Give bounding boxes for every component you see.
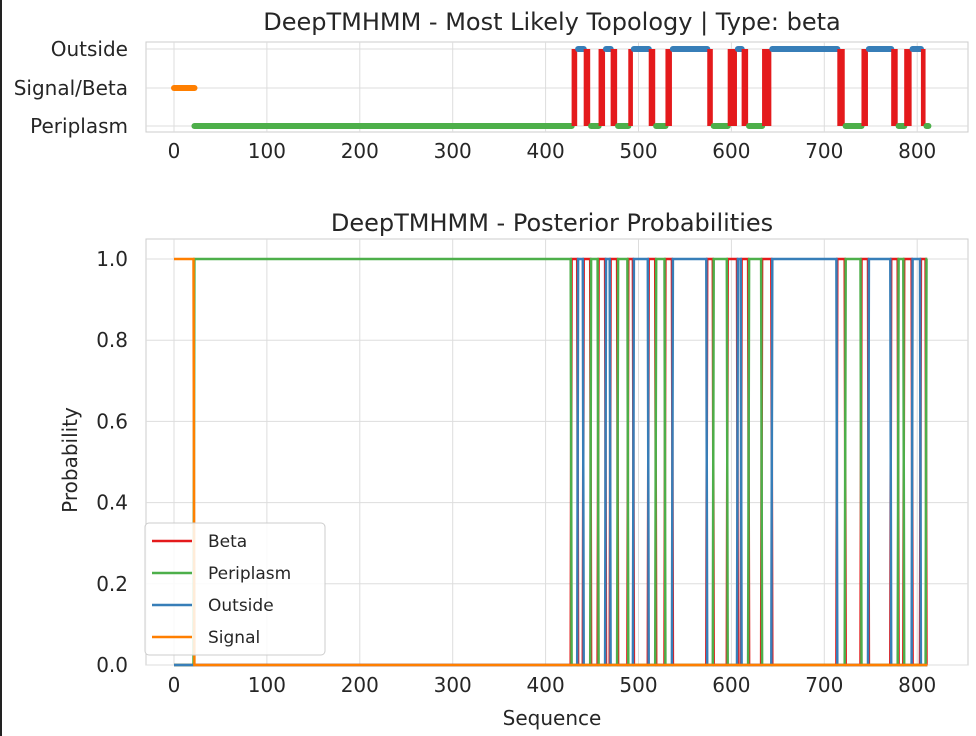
- y-tick-label: Periplasm: [30, 114, 128, 138]
- x-tick-label: 700: [805, 673, 843, 697]
- x-tick-label: 400: [527, 673, 565, 697]
- beta-strand-segment: [762, 49, 772, 126]
- x-tick-label: 0: [168, 139, 181, 163]
- beta-strand-segment: [727, 49, 737, 126]
- beta-strand-segment: [628, 49, 633, 126]
- legend-label-periplasm: Periplasm: [208, 564, 291, 584]
- y-tick-label: 0.4: [96, 491, 128, 515]
- beta-strand-segment: [571, 49, 578, 126]
- y-tick-label: 0.2: [96, 572, 128, 596]
- y-tick-label: 0.6: [96, 409, 128, 433]
- x-tick-label: 300: [434, 673, 472, 697]
- x-tick-label: 400: [527, 139, 565, 163]
- y-axis-label: Probability: [58, 407, 82, 513]
- legend: Beta Periplasm Outside Signal: [144, 522, 326, 656]
- beta-strand-segment: [741, 49, 749, 126]
- topology-axes: 0 100 200 300 400 500 600 700 800 Outside Signal/B…: [14, 37, 969, 163]
- x-tick-label: 800: [898, 673, 936, 697]
- x-tick-label: 600: [712, 139, 750, 163]
- x-tick-label: 700: [805, 139, 843, 163]
- beta-strand-segment: [707, 49, 713, 126]
- legend-box: [144, 522, 326, 656]
- topology-title: DeepTMHMM - Most Likely Topology | Type:…: [263, 8, 841, 36]
- beta-strand-segment: [861, 49, 868, 126]
- plot-area: [145, 41, 969, 133]
- x-tick-label: 100: [248, 139, 286, 163]
- x-tick-label: 0: [168, 673, 181, 697]
- x-axis-label: Sequence: [503, 706, 602, 730]
- x-tick-label: 800: [898, 139, 936, 163]
- beta-strand-segment: [665, 49, 672, 126]
- beta-strand-segment: [904, 49, 912, 126]
- legend-label-signal: Signal: [208, 628, 260, 648]
- y-tick-label: 1.0: [96, 247, 128, 271]
- beta-strand-segment: [648, 49, 656, 126]
- beta-strand-segment: [598, 49, 606, 126]
- window-edge: [0, 0, 2, 736]
- x-tick-label: 200: [341, 139, 379, 163]
- x-tick-label: 300: [434, 139, 472, 163]
- beta-strand-segment: [891, 49, 898, 126]
- y-tick-label: Signal/Beta: [14, 76, 128, 100]
- y-tick-label: 0.8: [96, 328, 128, 352]
- signal-probability-line: [174, 257, 928, 667]
- beta-strand-segment: [583, 49, 591, 126]
- posterior-title: DeepTMHMM - Posterior Probabilities: [331, 209, 773, 237]
- legend-label-beta: Beta: [208, 532, 247, 552]
- x-tick-label: 500: [619, 139, 657, 163]
- posterior-axes: 0 100 200 300 400 500 600 700 800 0.0 0.2 0.4 0.6 0.8…: [96, 238, 969, 697]
- y-tick-label: Outside: [51, 37, 128, 61]
- beta-strand-segment: [610, 49, 618, 126]
- beta-strand-segment: [837, 49, 845, 126]
- x-tick-label: 600: [712, 673, 750, 697]
- x-tick-label: 500: [619, 673, 657, 697]
- x-tick-label: 200: [341, 673, 379, 697]
- legend-label-outside: Outside: [208, 596, 274, 616]
- beta-strand-segment: [920, 49, 926, 126]
- y-tick-label: 0.0: [96, 653, 128, 677]
- x-tick-label: 100: [248, 673, 286, 697]
